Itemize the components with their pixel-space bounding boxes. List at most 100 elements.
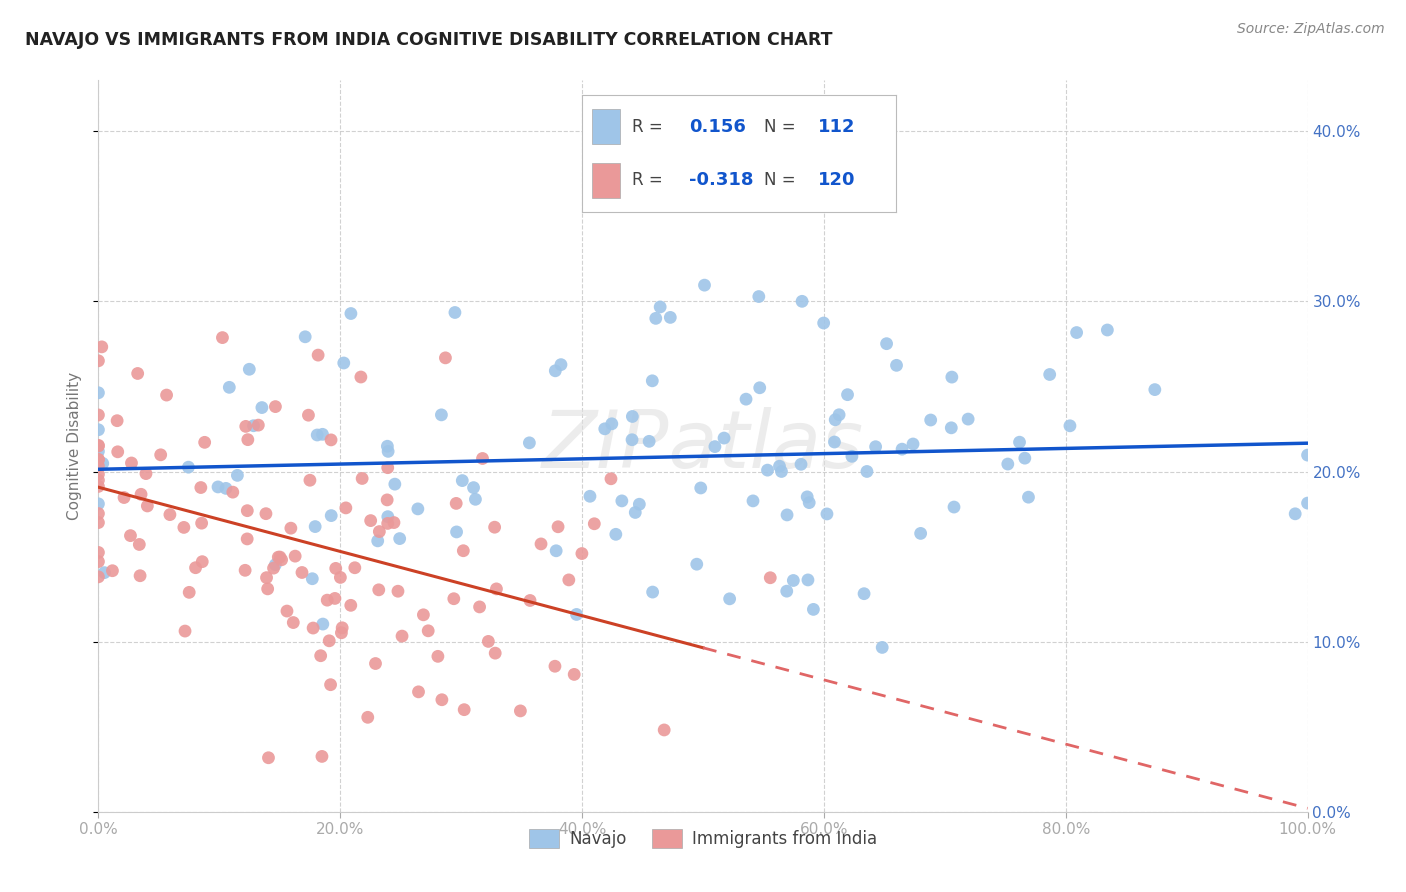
Point	[87, 452, 110, 467]
Point	[87, 555, 110, 569]
Point	[1059, 418, 1081, 433]
Point	[218, 380, 240, 394]
Point	[236, 433, 259, 447]
Point	[284, 549, 307, 563]
Point	[748, 289, 770, 303]
Point	[434, 351, 457, 365]
Point	[756, 463, 779, 477]
Point	[941, 421, 963, 435]
Point	[87, 516, 110, 530]
Point	[87, 479, 110, 493]
Point	[93, 566, 115, 580]
Point	[291, 566, 314, 580]
Point	[377, 444, 399, 458]
Point	[343, 560, 366, 574]
Point	[87, 423, 110, 437]
Point	[624, 506, 647, 520]
Point	[1039, 368, 1062, 382]
Point	[815, 507, 838, 521]
Point	[451, 474, 474, 488]
Point	[367, 582, 389, 597]
Point	[128, 537, 150, 551]
Point	[87, 385, 110, 400]
Point	[621, 409, 644, 424]
Point	[321, 508, 343, 523]
Point	[901, 437, 924, 451]
Point	[464, 492, 486, 507]
Point	[149, 448, 172, 462]
Point	[87, 467, 110, 482]
Point	[184, 560, 207, 574]
Point	[387, 584, 409, 599]
Point	[311, 427, 333, 442]
Point	[294, 330, 316, 344]
Point	[471, 451, 494, 466]
Point	[256, 571, 278, 585]
Point	[207, 480, 229, 494]
Point	[276, 604, 298, 618]
Point	[330, 625, 353, 640]
Point	[340, 306, 363, 320]
Point	[179, 585, 201, 599]
Point	[768, 459, 790, 474]
Point	[318, 633, 340, 648]
Point	[350, 370, 373, 384]
Point	[352, 471, 374, 485]
Point	[886, 359, 908, 373]
Point	[468, 599, 491, 614]
Point	[238, 362, 260, 376]
Point	[605, 527, 627, 541]
Point	[408, 685, 430, 699]
Point	[384, 477, 406, 491]
Point	[412, 607, 434, 622]
Point	[453, 543, 475, 558]
Point	[87, 439, 110, 453]
Point	[628, 497, 651, 511]
Point	[446, 524, 468, 539]
Point	[382, 516, 405, 530]
Point	[242, 418, 264, 433]
Point	[301, 572, 323, 586]
Point	[87, 444, 110, 458]
Point	[693, 278, 716, 293]
Point	[621, 433, 644, 447]
Point	[87, 453, 110, 467]
Point	[593, 422, 616, 436]
Point	[87, 570, 110, 584]
Point	[659, 310, 682, 325]
Point	[759, 571, 782, 585]
Point	[1097, 323, 1119, 337]
Point	[87, 408, 110, 422]
Point	[377, 439, 399, 453]
Point	[87, 545, 110, 559]
Point	[600, 472, 623, 486]
Point	[264, 400, 287, 414]
Point	[235, 419, 257, 434]
Point	[211, 330, 233, 344]
Point	[311, 749, 333, 764]
Point	[426, 649, 449, 664]
Point	[530, 537, 553, 551]
Point	[509, 704, 531, 718]
Point	[364, 657, 387, 671]
Point	[236, 532, 259, 546]
Text: NAVAJO VS IMMIGRANTS FROM INDIA COGNITIVE DISABILITY CORRELATION CHART: NAVAJO VS IMMIGRANTS FROM INDIA COGNITIV…	[25, 31, 832, 49]
Point	[267, 550, 290, 565]
Point	[280, 521, 302, 535]
Point	[837, 387, 859, 401]
Point	[304, 519, 326, 533]
Point	[173, 520, 195, 534]
Point	[544, 659, 567, 673]
Point	[579, 489, 602, 503]
Point	[796, 490, 818, 504]
Point	[256, 582, 278, 596]
Legend: Navajo, Immigrants from India: Navajo, Immigrants from India	[523, 822, 883, 855]
Point	[177, 460, 200, 475]
Point	[263, 561, 285, 575]
Point	[742, 494, 765, 508]
Point	[87, 473, 110, 487]
Point	[703, 440, 725, 454]
Point	[558, 573, 581, 587]
Point	[91, 457, 114, 471]
Point	[129, 568, 152, 582]
